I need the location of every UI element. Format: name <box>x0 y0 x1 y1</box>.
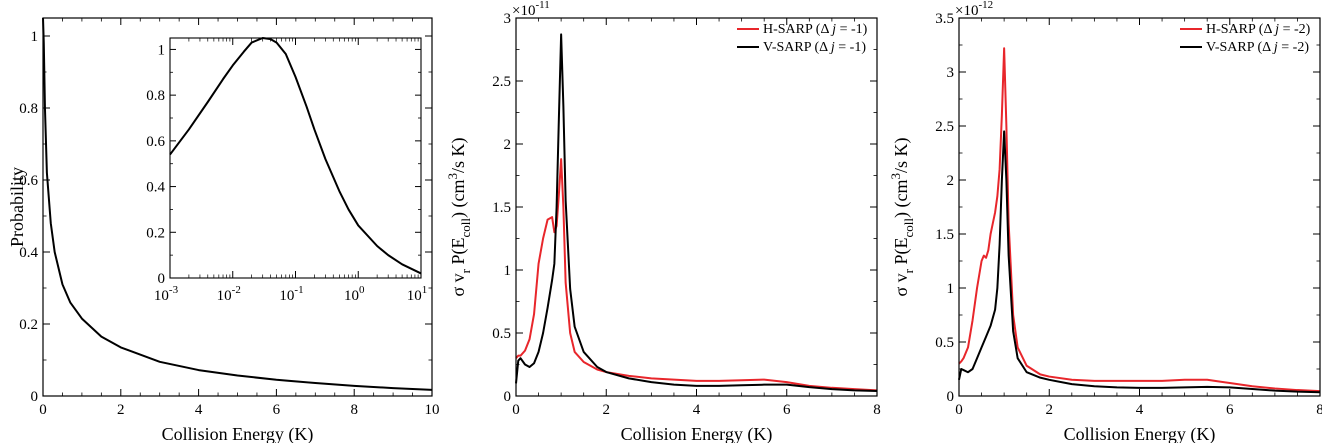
x-tick-label: 4 <box>1136 402 1144 418</box>
x-tick-label: 2 <box>1046 402 1054 418</box>
chart-rate-dj1: 0 2 4 6 8 0 0.5 1 1.5 2 2.5 3 Collision Energy (K) σ … <box>445 0 881 445</box>
y-tick-label: 2.5 <box>935 119 954 135</box>
y-tick-label: 2.5 <box>492 74 511 90</box>
x-axis-label: Collision Energy (K) <box>1064 424 1216 443</box>
series-line <box>42 17 433 391</box>
y-tick-label: 0 <box>947 389 955 405</box>
inset-y-tick-label: 0.4 <box>146 180 165 196</box>
y-tick-label: 3 <box>504 11 512 27</box>
y-tick-label: 0.5 <box>935 335 954 351</box>
y-axis-label: Probability <box>7 167 27 247</box>
x-tick-label: 2 <box>603 402 611 418</box>
inset-x-tick-label: 10-3 <box>154 284 179 304</box>
series-line <box>958 130 1321 394</box>
y-tick-label: 1 <box>504 263 512 279</box>
x-tick-label: 4 <box>693 402 701 418</box>
inset-x-tick-label: 10-2 <box>217 284 241 304</box>
plot-frame <box>958 17 1321 397</box>
inset-x-tick-label: 10-1 <box>279 284 303 304</box>
inset-background <box>170 38 421 278</box>
series-line <box>515 158 878 392</box>
y-tick-label: 1.5 <box>935 227 954 243</box>
y-tick-label: 2 <box>504 137 512 153</box>
y-tick-label: 0 <box>31 389 39 405</box>
x-tick-label: 8 <box>873 402 881 418</box>
x-tick-label: 6 <box>1226 402 1234 418</box>
y-tick-label: 0 <box>504 389 512 405</box>
scale-multiplier: ×10-11 <box>512 0 550 19</box>
series-line <box>515 33 878 392</box>
y-axis-label: σ vr P(Ecoll) (cm3/s K) <box>888 137 916 296</box>
y-tick-label: 0.2 <box>19 317 38 333</box>
y-tick-label: 2 <box>947 173 955 189</box>
x-tick-label: 0 <box>512 402 520 418</box>
y-tick-label: 0.6 <box>19 173 38 189</box>
x-tick-label: 10 <box>425 402 440 418</box>
inset-y-tick-label: 1 <box>158 42 166 58</box>
y-tick-label: 0.5 <box>492 326 511 342</box>
y-tick-label: 1 <box>31 29 39 45</box>
legend-entry: V-SARP (Δ j = -2) <box>1206 40 1309 55</box>
legend-entry: V-SARP (Δ j = -1) <box>763 40 866 55</box>
y-tick-label: 1.5 <box>492 200 511 216</box>
legend-entry: H-SARP (Δ j = -1) <box>763 22 868 37</box>
x-tick-label: 0 <box>955 402 963 418</box>
legend-entry: H-SARP (Δ j = -2) <box>1206 22 1311 37</box>
inset-chart: 0 0.2 0.4 0.6 0.8 1 10-3 10-2 10-1 100 101 <box>146 37 428 304</box>
x-tick-label: 4 <box>195 402 203 418</box>
inset-series-line <box>169 37 422 275</box>
x-tick-label: 2 <box>117 402 125 418</box>
x-tick-label: 6 <box>273 402 281 418</box>
x-tick-label: 0 <box>39 402 47 418</box>
inset-y-tick-label: 0.6 <box>146 134 165 150</box>
x-axis-label: Collision Energy (K) <box>621 424 773 443</box>
y-tick-label: 1 <box>947 281 955 297</box>
inset-y-tick-label: 0.8 <box>146 88 165 104</box>
chart-rate-dj2: 0 2 4 6 8 0 0.5 1 1.5 2 2.5 3 3.5 Collision Energy (K… <box>888 0 1322 445</box>
inset-x-tick-label: 100 <box>344 284 365 304</box>
inset-x-tick-label: 101 <box>407 284 428 304</box>
y-tick-label: 0.8 <box>19 101 38 117</box>
y-axis-label: σ vr P(Ecoll) (cm3/s K) <box>445 137 473 296</box>
x-tick-label: 6 <box>783 402 791 418</box>
x-axis-label: Collision Energy (K) <box>162 424 314 443</box>
y-tick-label: 3 <box>947 65 955 81</box>
scale-multiplier: ×10-12 <box>955 0 993 19</box>
x-tick-label: 8 <box>350 402 358 418</box>
y-tick-label: 3.5 <box>935 11 954 27</box>
y-tick-label: 0.4 <box>19 245 38 261</box>
inset-y-tick-label: 0.2 <box>146 225 165 241</box>
inset-y-tick-label: 0 <box>158 271 166 287</box>
series-line <box>958 47 1321 393</box>
x-tick-label: 8 <box>1316 402 1322 418</box>
plot-frame <box>515 17 878 397</box>
